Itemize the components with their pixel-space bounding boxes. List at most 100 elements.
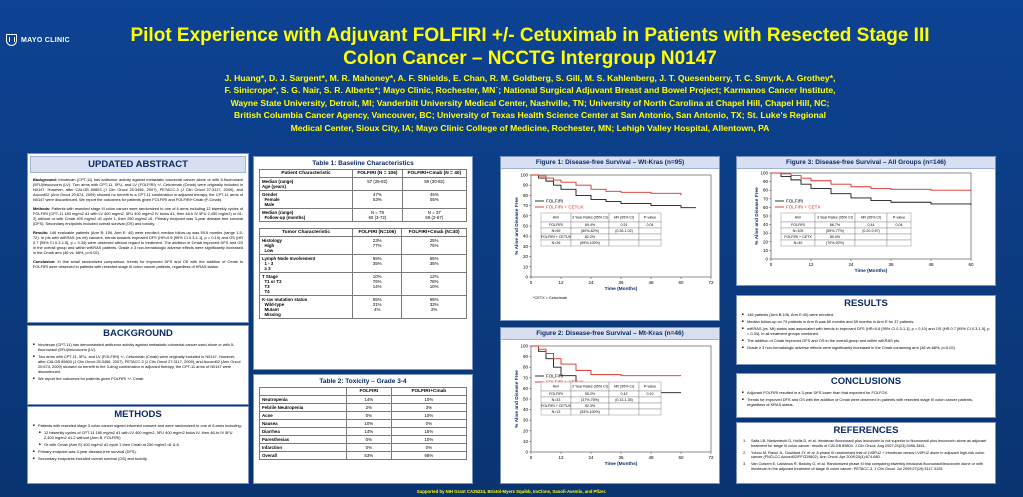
inset-table-cell xyxy=(608,239,640,247)
results-bullet: The addition of Cmab improved DFS and OS… xyxy=(737,337,995,344)
series-line xyxy=(771,172,972,192)
inset-table-value: N=26 xyxy=(552,241,561,245)
reference-item: 3. Van Cutsem E, Labianca R, Bodoky G, et… xyxy=(737,461,995,473)
abstract-methods-text: Patients with resected stage III colon c… xyxy=(33,206,243,226)
inset-table-header: 3 Year Rates (95% CI) xyxy=(572,216,608,220)
background-header: BACKGROUND xyxy=(28,326,248,341)
y-tick-label: 10 xyxy=(523,439,529,444)
x-axis-label: Time (Months) xyxy=(855,268,888,274)
table-cell: 23% 77% xyxy=(352,236,403,255)
table-header: FOLFIRI+Cmab (N=40) xyxy=(401,228,467,237)
inset-table-header: Arm xyxy=(795,216,802,220)
table-header: FOLFIRI+Cmab xyxy=(390,387,468,396)
inset-table-cell xyxy=(886,233,912,241)
table-header: FOLFIRI (N = 106) xyxy=(352,169,403,178)
figure-footnote: *CETX = Cetuximab xyxy=(533,296,567,300)
author-line: Medical Center, Sioux City, IA; Mayo Cli… xyxy=(290,122,770,133)
y-tick-label: 80 xyxy=(523,365,529,370)
table-header: FOLFIRI (N=106) xyxy=(352,228,403,237)
table-cell: 0% xyxy=(345,411,392,420)
table-row: Infarction 0% 0% xyxy=(259,443,468,452)
table1-caption: Table 1: Baseline Characteristics xyxy=(312,160,414,167)
y-axis-label: % Alive and Disease Free xyxy=(754,187,760,245)
logo-text: MAYO CLINIC xyxy=(21,36,70,44)
table-header: FOLFIRI+Cmab (N = 40) xyxy=(401,169,468,178)
y-tick-label: 70 xyxy=(763,196,769,201)
x-tick-label: 60 xyxy=(678,280,684,285)
inset-table-cell xyxy=(608,233,640,241)
results-bullet: Grade ≥ 3 non-hematologic adverse effect… xyxy=(737,344,995,351)
y-tick-label: 20 xyxy=(523,428,529,433)
results-panel: RESULTS 146 patients (Arm B:106, Arm E:4… xyxy=(736,295,996,365)
abstract-panel: UPDATED ABSTRACT Background: Irinotecan … xyxy=(27,153,249,323)
table-cell: T Stage T1 or T2 T3 T4 xyxy=(258,272,354,296)
table-header: FOLFIRI xyxy=(345,387,392,396)
y-tick-label: 30 xyxy=(763,231,769,236)
references-header: REFERENCES xyxy=(737,423,995,438)
methods-bullet: Primary endpoint was 3-year disease-free… xyxy=(28,448,248,455)
table-header: Patient Characteristic xyxy=(258,169,354,178)
abstract-methods: Methods: Patients with resected stage II… xyxy=(28,204,248,228)
y-tick-label: 40 xyxy=(523,407,529,412)
inset-table-header: P-value xyxy=(644,385,656,389)
abstract-background-label: Background: xyxy=(33,177,57,182)
table-header xyxy=(259,387,347,396)
table-cell: 10% xyxy=(345,419,392,428)
table-cell: Median (range) Age (years) xyxy=(258,177,354,191)
inset-table-cell xyxy=(854,239,888,247)
y-tick-label: 0 xyxy=(765,257,768,262)
references-panel: REFERENCES 1. Saltz LB, Niedzwiecki D, Ho… xyxy=(736,422,996,484)
x-tick-label: 24 xyxy=(848,262,854,267)
legend-label: FOLFIRI + CETX xyxy=(786,205,820,210)
inset-table-value: 69.4% xyxy=(585,223,596,227)
table-row: T Stage T1 or T2 T3 T4 10% 76% 14% 12% 78%… xyxy=(258,272,467,296)
results-bullet: wtKRAS (vs. Mt) status was associated wi… xyxy=(737,325,995,337)
table-cell: 14% xyxy=(345,395,392,404)
conclusions-bullet: Trends for improved DFS and OS with the … xyxy=(737,396,995,408)
results-bullet: 146 patients (Arm B:106, Arm E:40) were … xyxy=(737,311,995,318)
inset-table-value: (53%-100%) xyxy=(580,410,600,414)
inset-table-value: 0.42 xyxy=(621,392,628,396)
author-line: Wayne State University, Detroit, MI; Van… xyxy=(230,97,830,108)
table-cell: 3% xyxy=(390,403,468,412)
table-header-row: Tumor Characteristic FOLFIRI (N=106) FOL… xyxy=(258,228,467,237)
inset-table-value: FOLFIRI + CETUX xyxy=(541,404,572,408)
inset-table-cell xyxy=(638,402,662,410)
abstract-conclusion-label: Conclusion: xyxy=(33,259,56,264)
table-cell: Lymph Node Involvement 1 - 3 ≥ 3 xyxy=(258,254,354,273)
inset-table-header: 3 Year Rates (95% CI) xyxy=(817,216,853,220)
abstract-conclusion-text: In this small randomized comparison, tre… xyxy=(33,259,243,269)
methods-sub-bullet: Or with Cmab (Arm E) 400 mg/m2 d1 cycle … xyxy=(28,441,248,448)
y-tick-label: 80 xyxy=(523,193,529,198)
y-tick-label: 100 xyxy=(760,171,768,176)
inset-table-value: (0.20-0.97) xyxy=(862,229,880,233)
y-tick-label: 20 xyxy=(763,239,769,244)
y-tick-label: 10 xyxy=(763,248,769,253)
background-bullet: Irinotecan (CPT-11) has demonstrated ant… xyxy=(28,341,248,353)
y-tick-label: 60 xyxy=(763,205,769,210)
tumor-table: Tumor Characteristic FOLFIRI (N=106) FOL… xyxy=(258,228,467,319)
x-tick-label: 24 xyxy=(588,455,594,460)
figure3-caption: Figure 3: Disease-free Survival – All Gr… xyxy=(737,157,995,169)
y-tick-label: 60 xyxy=(523,213,529,218)
x-tick-label: 12 xyxy=(558,455,564,460)
conclusions-header: CONCLUSIONS xyxy=(737,374,995,389)
y-axis-label: % Alive and Disease Free xyxy=(514,370,520,428)
table-cell: 0% xyxy=(390,419,468,428)
inset-table-value: 55.2% xyxy=(585,392,596,396)
table2-panel: Table 2: Toxicity – Grade 3-4 FOLFIRI FO… xyxy=(253,374,473,484)
table-cell: 45% 55% xyxy=(401,190,468,209)
inset-table-header: HR (95% CI) xyxy=(614,216,634,220)
inset-table-value: (37%-76%) xyxy=(581,398,599,402)
inset-table-value: FOLFIRI xyxy=(549,223,563,227)
x-tick-label: 72 xyxy=(708,280,714,285)
figure3-chart: 0 10 20 30 40 50 60 70 80 90 100 0 12 24 36 48 60 Time (M… xyxy=(754,171,974,275)
table-cell: 12% 78% 10% xyxy=(401,272,467,296)
inset-table-value: 80.0% xyxy=(830,235,841,239)
conclusions-panel: CONCLUSIONS Adjuvant FOLFIRI resulted in… xyxy=(736,373,996,418)
x-tick-label: 72 xyxy=(708,455,714,460)
series-line xyxy=(771,172,972,205)
inset-table-value: N=105 xyxy=(793,229,804,233)
table-row: Diarrhea 14% 15% xyxy=(259,427,468,436)
funding-footer: Supported by NIH Grant CA25224, Bristol-… xyxy=(416,489,607,494)
